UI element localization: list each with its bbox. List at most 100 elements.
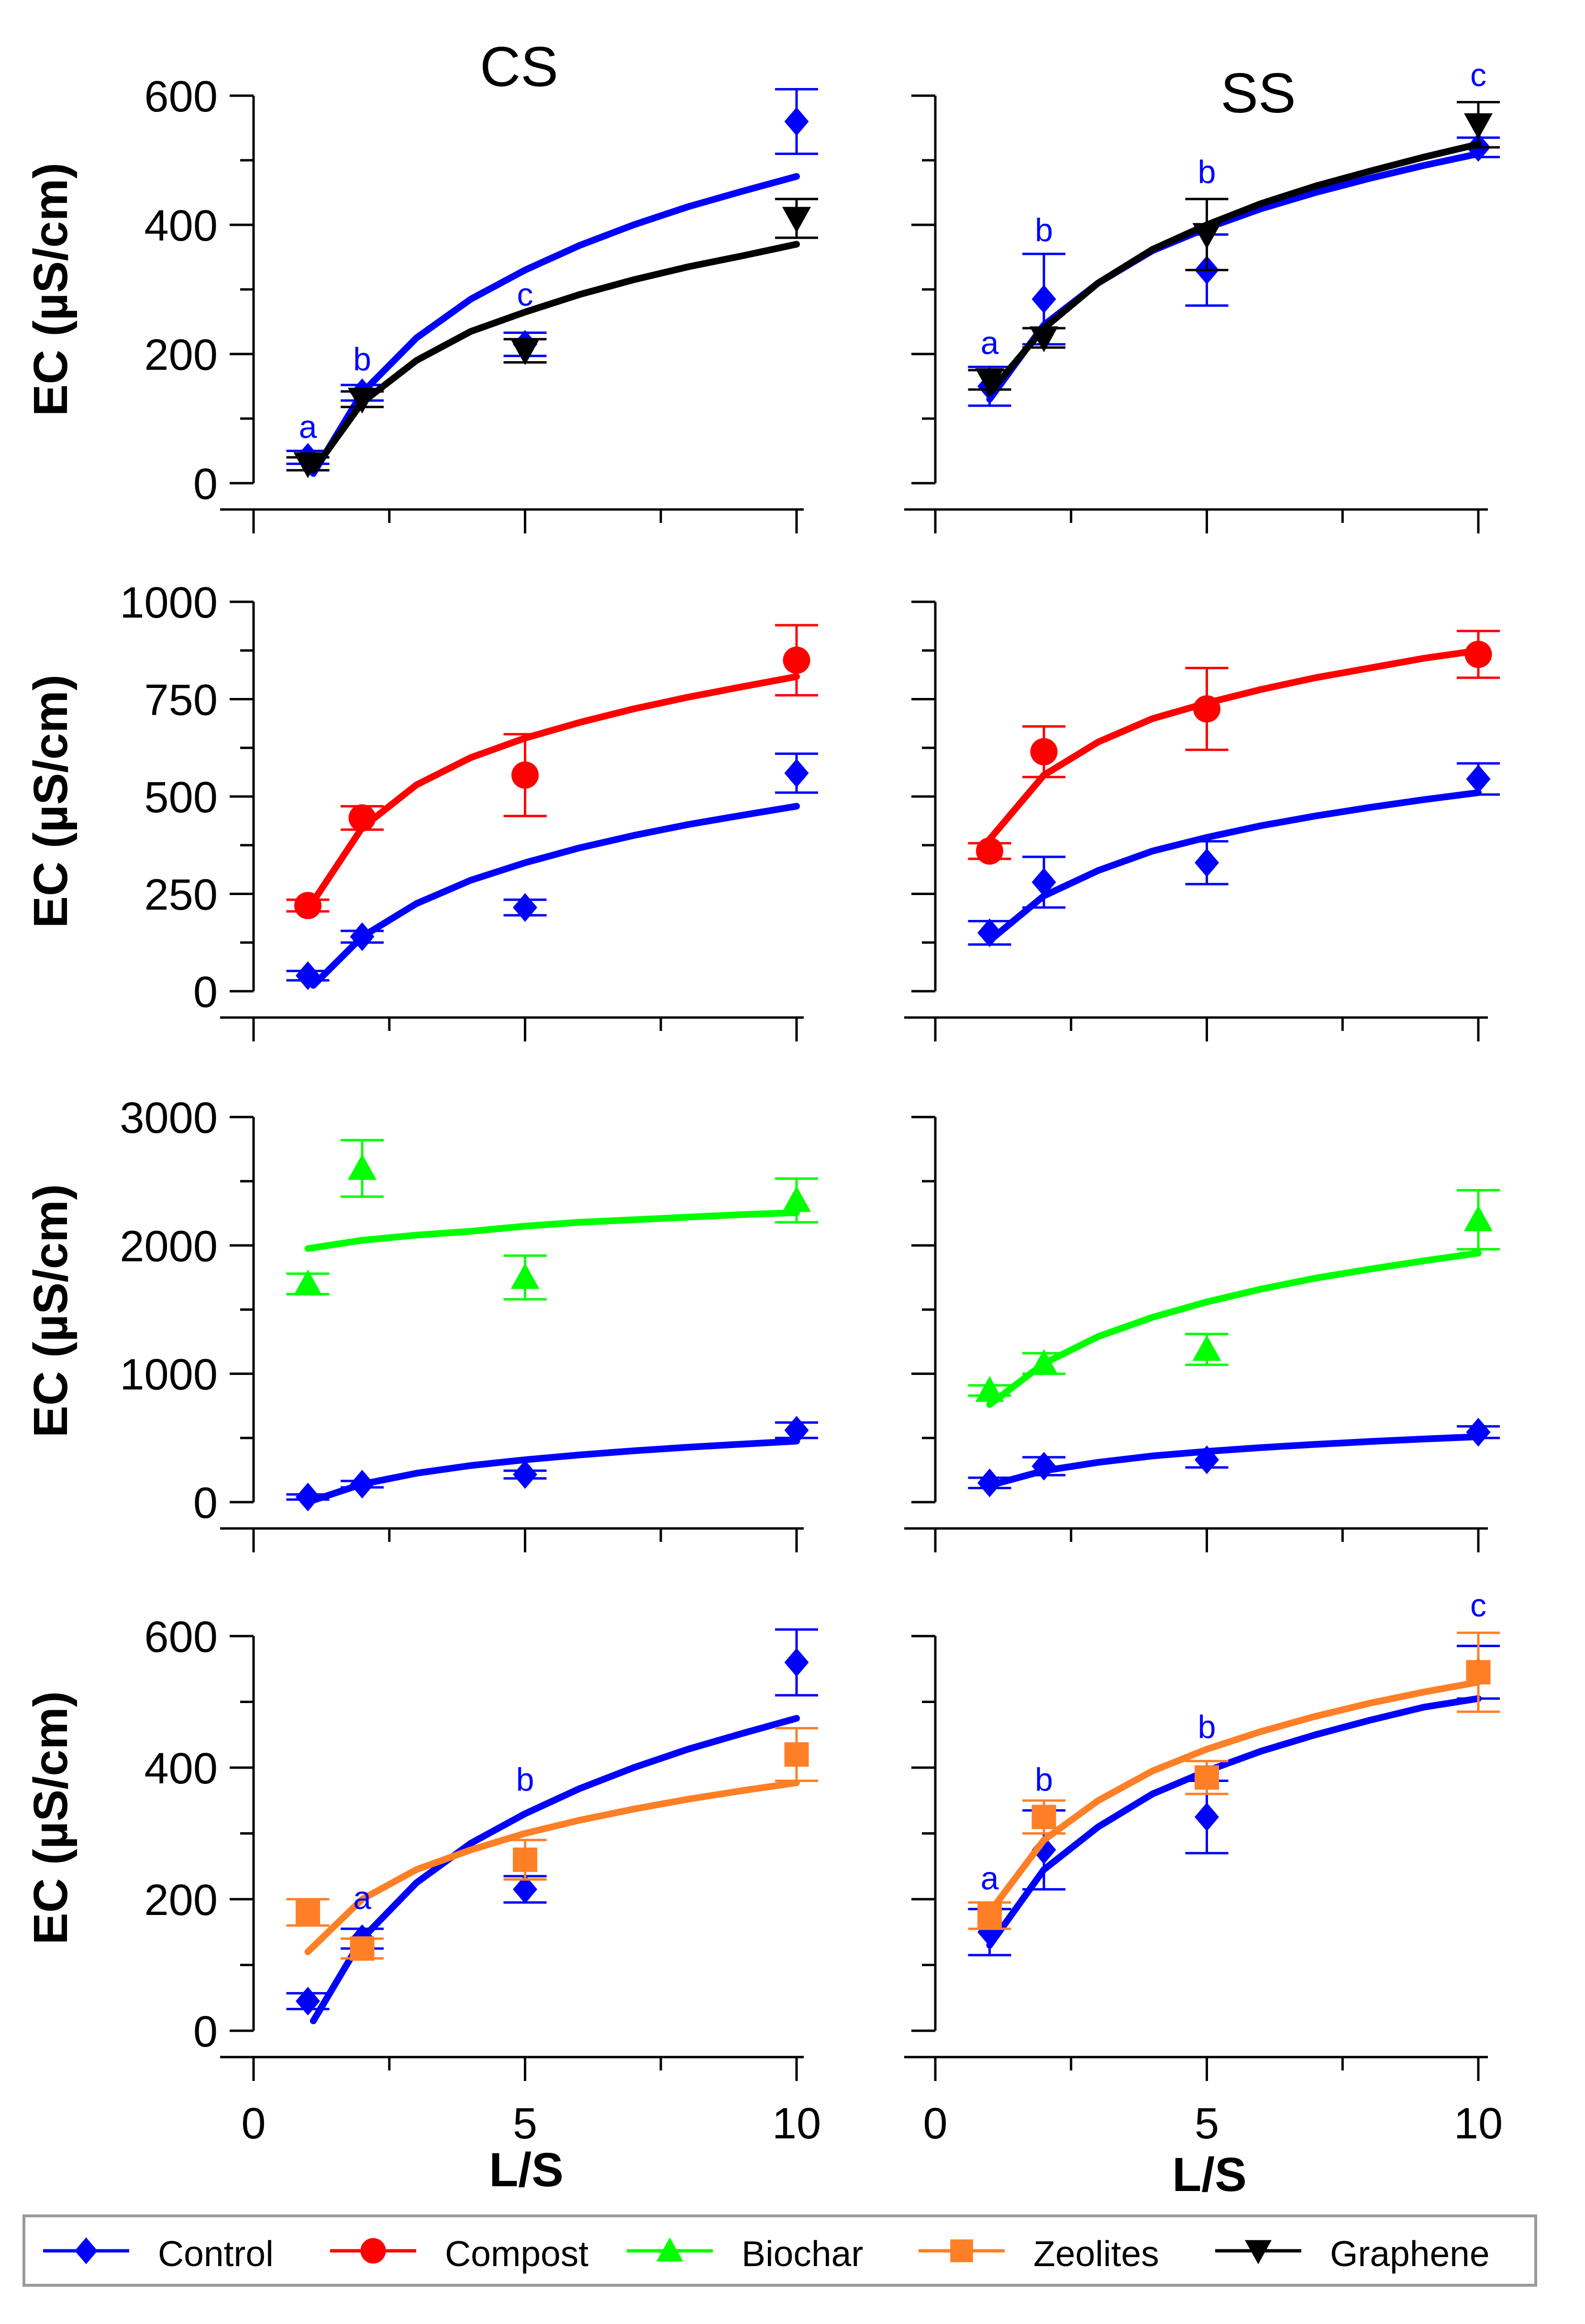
data-point xyxy=(784,107,809,136)
data-point xyxy=(348,804,376,832)
data-point xyxy=(1464,113,1493,139)
x-tick-label: 5 xyxy=(513,2099,537,2148)
data-point xyxy=(513,1848,537,1872)
fit-curve xyxy=(986,1679,1482,1916)
significance-letter: b xyxy=(353,341,371,377)
series-graphene xyxy=(286,198,818,478)
panel-cs-row-4: 0 200 400 600 0 5 10 a b xyxy=(144,1613,821,2148)
fit-curve xyxy=(310,803,800,989)
legend-marker xyxy=(360,2238,386,2264)
legend-marker xyxy=(1245,2240,1272,2264)
y-tick-label: 0 xyxy=(193,2007,218,2056)
data-point xyxy=(1195,1445,1219,1474)
data-point xyxy=(293,452,322,478)
panel-cs-row-3: 0 1000 2000 3000 xyxy=(120,1094,818,1552)
data-point xyxy=(1193,695,1220,723)
fit-curve xyxy=(310,1438,800,1504)
data-point xyxy=(296,961,320,990)
data-point xyxy=(977,1468,1002,1497)
data-point xyxy=(1466,1417,1491,1447)
data-point xyxy=(782,1186,811,1212)
series-compost xyxy=(286,624,818,919)
panel-cs-row-1: 0 200 400 600 ab c xyxy=(144,72,818,533)
x-tick-label: 10 xyxy=(772,2099,821,2148)
data-point xyxy=(976,837,1003,865)
data-point xyxy=(513,1460,537,1489)
y-tick-label: 600 xyxy=(144,1613,218,1661)
data-point xyxy=(293,1269,322,1295)
significance-letter: a xyxy=(981,325,999,361)
legend-item-compost: Compost xyxy=(330,2234,588,2274)
panel-cs-row-2: 0 250 500 750 1000 xyxy=(120,578,818,1041)
fit-curve xyxy=(310,173,800,477)
fit-curve xyxy=(986,647,1482,843)
data-point xyxy=(348,1154,377,1180)
panel-ss-row-4: 0 5 10 a b b c xyxy=(904,1587,1503,2148)
x-tick-label: 0 xyxy=(241,2099,266,2148)
fit-curve xyxy=(304,1779,800,1955)
data-point xyxy=(783,646,810,674)
data-point xyxy=(1195,1803,1219,1832)
significance-letter: a xyxy=(353,1880,371,1916)
data-point xyxy=(1464,1205,1493,1231)
panel-ss-row-1: a b b c xyxy=(904,57,1500,533)
data-point xyxy=(1466,1660,1491,1685)
y-tick-label: 200 xyxy=(144,331,218,379)
significance-letter: b xyxy=(1035,212,1053,248)
y-tick-label: 1000 xyxy=(120,578,218,627)
series-compost xyxy=(968,630,1500,865)
panel-ss-row-3 xyxy=(904,1116,1500,1552)
data-point xyxy=(510,339,540,365)
data-point xyxy=(975,368,1004,394)
legend-label: Zeolites xyxy=(1033,2234,1159,2274)
x-axis-label-ss: L/S xyxy=(1172,2148,1247,2202)
data-point xyxy=(1030,326,1058,353)
significance-letter: c xyxy=(1470,1587,1486,1624)
legend-marker xyxy=(75,2237,98,2264)
data-point xyxy=(1031,1804,1056,1829)
column-title-cs: CS xyxy=(480,35,558,99)
fit-curve xyxy=(986,141,1482,396)
data-point xyxy=(1030,1349,1058,1375)
y-tick-label: 3000 xyxy=(120,1094,218,1142)
significance-letter: b xyxy=(516,1761,534,1798)
data-point xyxy=(511,761,539,789)
significance-letter: c xyxy=(1470,57,1486,93)
x-tick-label: 5 xyxy=(1195,2099,1219,2148)
column-title-ss: SS xyxy=(1220,62,1296,125)
data-point xyxy=(782,207,811,233)
data-point xyxy=(784,1416,809,1445)
legend-item-biochar: Biochar xyxy=(627,2234,863,2274)
data-point xyxy=(350,1470,375,1499)
y-axis-label-row-4: EC (µS/cm) xyxy=(24,1691,78,1945)
y-tick-label: 0 xyxy=(193,1479,218,1527)
legend: Control Compost Biochar Zeolites Graphene xyxy=(22,2214,1537,2287)
series-biochar xyxy=(968,1189,1500,1408)
data-point xyxy=(1031,1451,1056,1481)
y-tick-label: 0 xyxy=(193,460,218,509)
data-point xyxy=(513,893,537,922)
y-axis-label-row-3: EC (µS/cm) xyxy=(24,1184,78,1438)
data-point xyxy=(350,1936,375,1961)
data-point xyxy=(510,1263,540,1289)
significance-letter: c xyxy=(517,277,533,313)
data-point xyxy=(1192,1335,1221,1361)
data-point xyxy=(1195,1765,1219,1790)
series-biochar xyxy=(286,1139,818,1301)
y-tick-label: 250 xyxy=(144,871,218,919)
legend-marker xyxy=(950,2239,973,2262)
series-control xyxy=(968,1417,1500,1497)
data-point xyxy=(350,922,375,952)
data-point xyxy=(296,1900,320,1925)
data-point xyxy=(296,1483,320,1512)
significance-letter: a xyxy=(299,409,317,445)
fit-curve xyxy=(986,789,1482,944)
panel-ss-row-2 xyxy=(904,600,1500,1041)
data-point xyxy=(1031,868,1056,897)
y-axis-label-row-2: EC (µS/cm) xyxy=(24,675,78,928)
legend-label: Biochar xyxy=(742,2234,863,2274)
series-control xyxy=(286,752,818,990)
x-axis-label-cs: L/S xyxy=(489,2143,564,2197)
legend-item-control: Control xyxy=(43,2234,274,2274)
